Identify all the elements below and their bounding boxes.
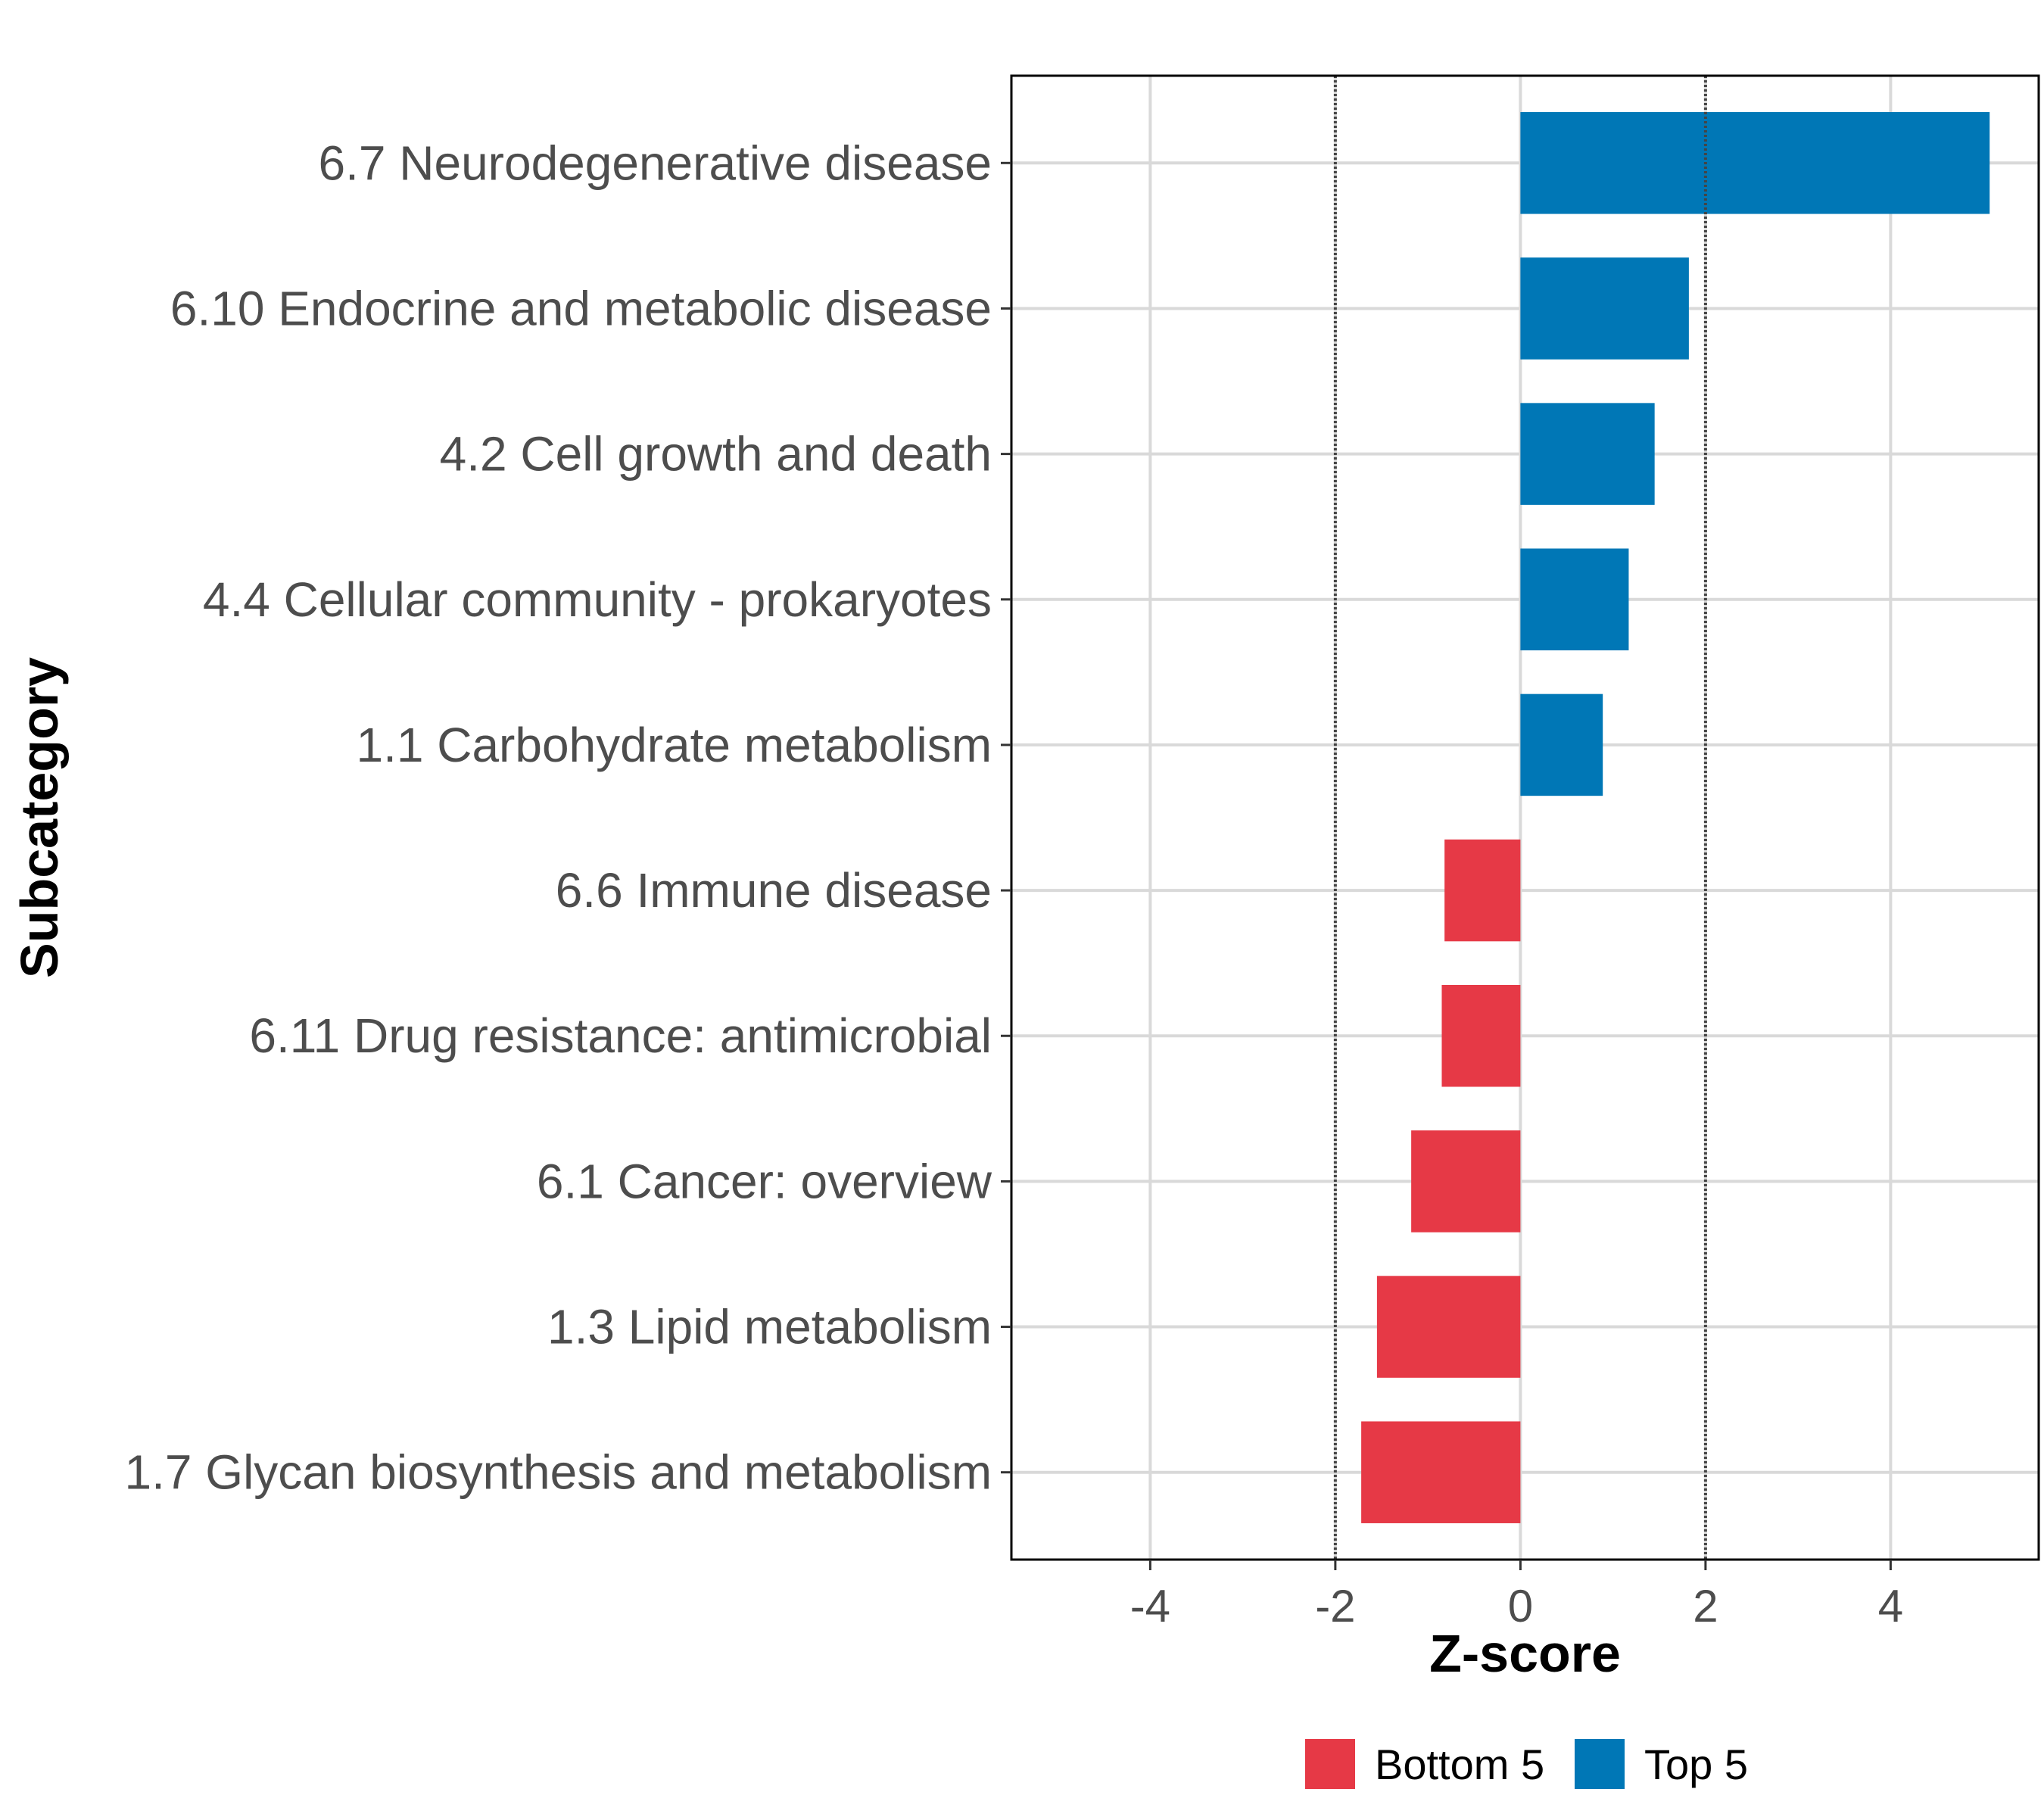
y-tick-label: 1.3 Lipid metabolism	[547, 1300, 992, 1354]
y-tick-label: 1.7 Glycan biosynthesis and metabolism	[125, 1445, 992, 1500]
bar	[1520, 693, 1603, 796]
y-tick-label: 4.4 Cellular community - prokaryotes	[203, 572, 992, 627]
bar	[1520, 403, 1655, 505]
x-tick-label: -4	[1130, 1581, 1170, 1632]
bars	[1361, 112, 1990, 1523]
bar	[1411, 1130, 1521, 1233]
legend-swatch	[1305, 1739, 1355, 1789]
legend-label: Top 5	[1644, 1741, 1748, 1788]
y-tick-label: 1.1 Carbohydrate metabolism	[356, 718, 992, 772]
bar	[1520, 257, 1689, 360]
x-tick-label: 4	[1878, 1581, 1903, 1632]
bar	[1361, 1421, 1521, 1523]
legend-label: Bottom 5	[1375, 1741, 1544, 1788]
bar	[1520, 112, 1990, 214]
y-tick-label: 6.10 Endocrine and metabolic disease	[170, 281, 992, 335]
plot-panel-border	[1010, 74, 2040, 1561]
x-tick-label: -2	[1315, 1581, 1355, 1632]
y-tick-label: 6.11 Drug resistance: antimicrobial	[249, 1008, 992, 1063]
y-tick-label: 6.1 Cancer: overview	[537, 1154, 992, 1208]
x-tick-label: 2	[1693, 1581, 1718, 1632]
legend-swatch	[1575, 1739, 1625, 1789]
y-tick-label: 6.7 Neurodegenerative disease	[319, 136, 992, 190]
x-tick-label: 0	[1508, 1581, 1533, 1632]
y-tick-label: 6.6 Immune disease	[556, 863, 992, 918]
legend: Bottom 5 Top 5	[1305, 1739, 1748, 1789]
bar	[1441, 984, 1521, 1087]
y-tick-label: 4.2 Cell growth and death	[440, 427, 992, 482]
bar	[1520, 548, 1629, 651]
reference-lines	[1333, 76, 1707, 1560]
x-axis-title: Z-score	[1429, 1624, 1621, 1683]
x-axis: -4 -2 0 2 4	[1130, 1560, 1903, 1632]
bar	[1376, 1276, 1521, 1378]
y-axis-title: Subcategory	[10, 657, 69, 978]
bar	[1444, 839, 1521, 942]
y-axis: 6.7 Neurodegenerative disease 6.10 Endocr…	[125, 136, 1011, 1500]
